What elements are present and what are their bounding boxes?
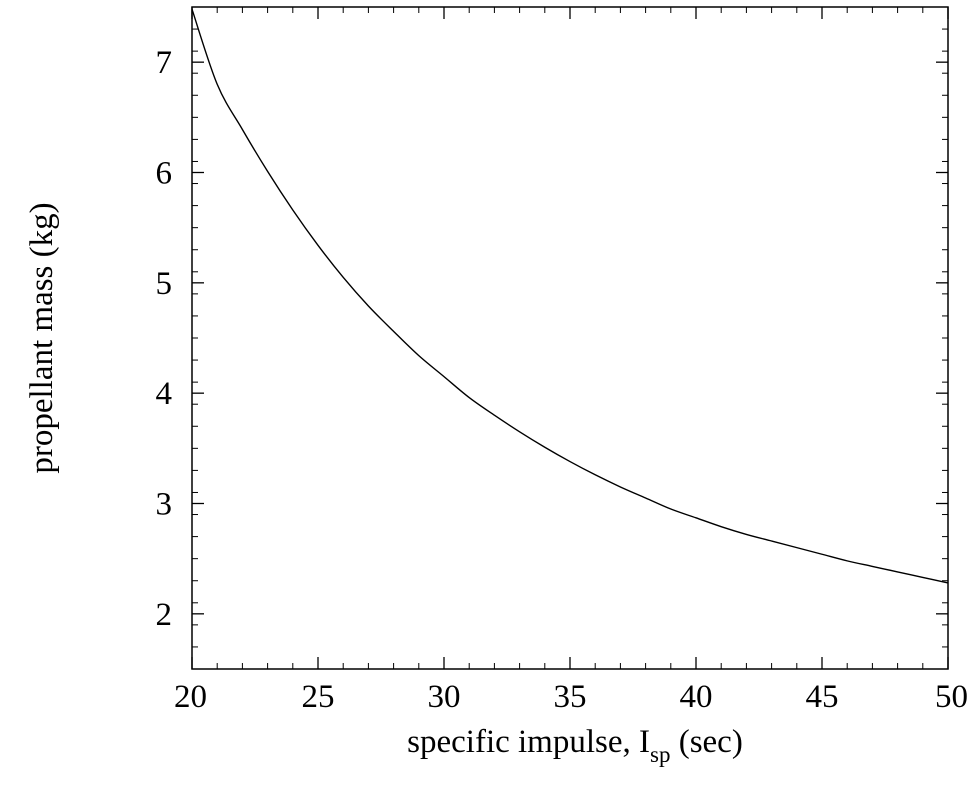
x-tick-label: 40 (680, 679, 713, 715)
data-points (192, 9, 948, 583)
x-tick-labels: 20 25 30 35 40 45 50 (174, 679, 968, 715)
x-axis-title-main: specific impulse, I (407, 724, 650, 760)
x-axis-title-subscript: sp (650, 742, 670, 767)
x-tick-label: 50 (935, 679, 968, 715)
plot-area (191, 6, 949, 670)
major-ticks (191, 7, 949, 669)
y-tick-label: 7 (156, 45, 173, 81)
plot-frame (191, 6, 949, 670)
x-tick-label: 35 (554, 679, 587, 715)
series-line (191, 8, 949, 584)
y-tick-labels: 2 3 4 5 6 7 (156, 45, 173, 633)
x-tick-label: 45 (806, 679, 839, 715)
y-tick-label: 6 (156, 156, 173, 192)
x-axis-title: specific impulse, Isp (sec) (407, 724, 743, 767)
y-tick-label: 4 (156, 376, 173, 412)
y-tick-label: 5 (156, 266, 173, 302)
y-tick-label: 2 (156, 597, 173, 633)
x-tick-label: 30 (428, 679, 461, 715)
x-axis-title-suffix: (sec) (670, 724, 742, 760)
x-tick-label: 25 (302, 679, 335, 715)
y-axis-title: propellant mass (kg) (24, 202, 60, 473)
x-tick-label: 20 (174, 679, 207, 715)
y-tick-label: 3 (156, 487, 173, 523)
minor-ticks (191, 6, 949, 670)
